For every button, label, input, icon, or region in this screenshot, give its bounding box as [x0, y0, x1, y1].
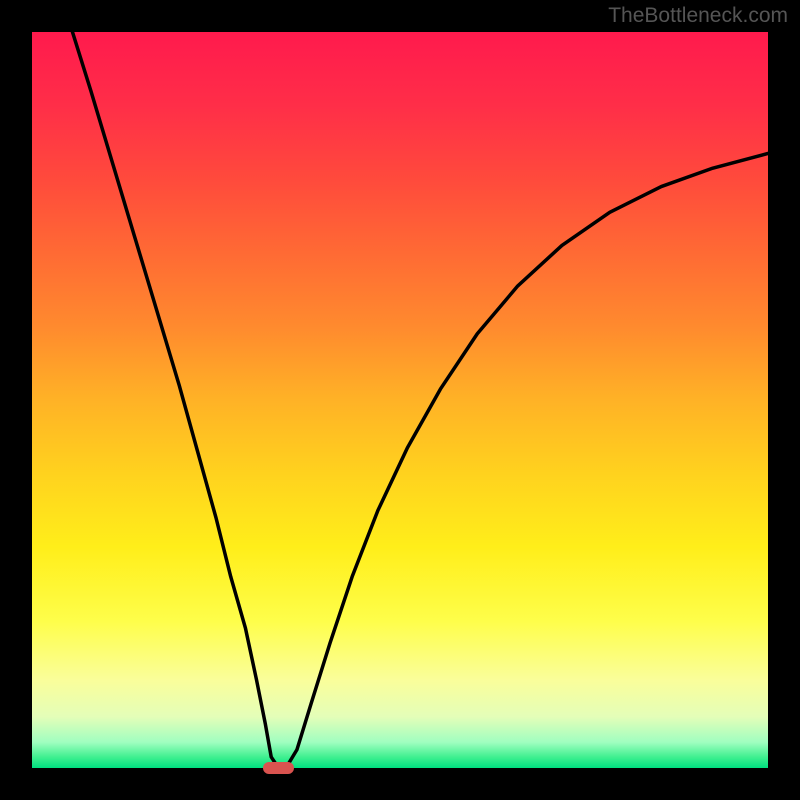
- optimal-point-marker: [263, 762, 294, 774]
- bottleneck-curve: [32, 32, 768, 768]
- watermark-text: TheBottleneck.com: [608, 4, 788, 28]
- plot-area: [32, 32, 768, 768]
